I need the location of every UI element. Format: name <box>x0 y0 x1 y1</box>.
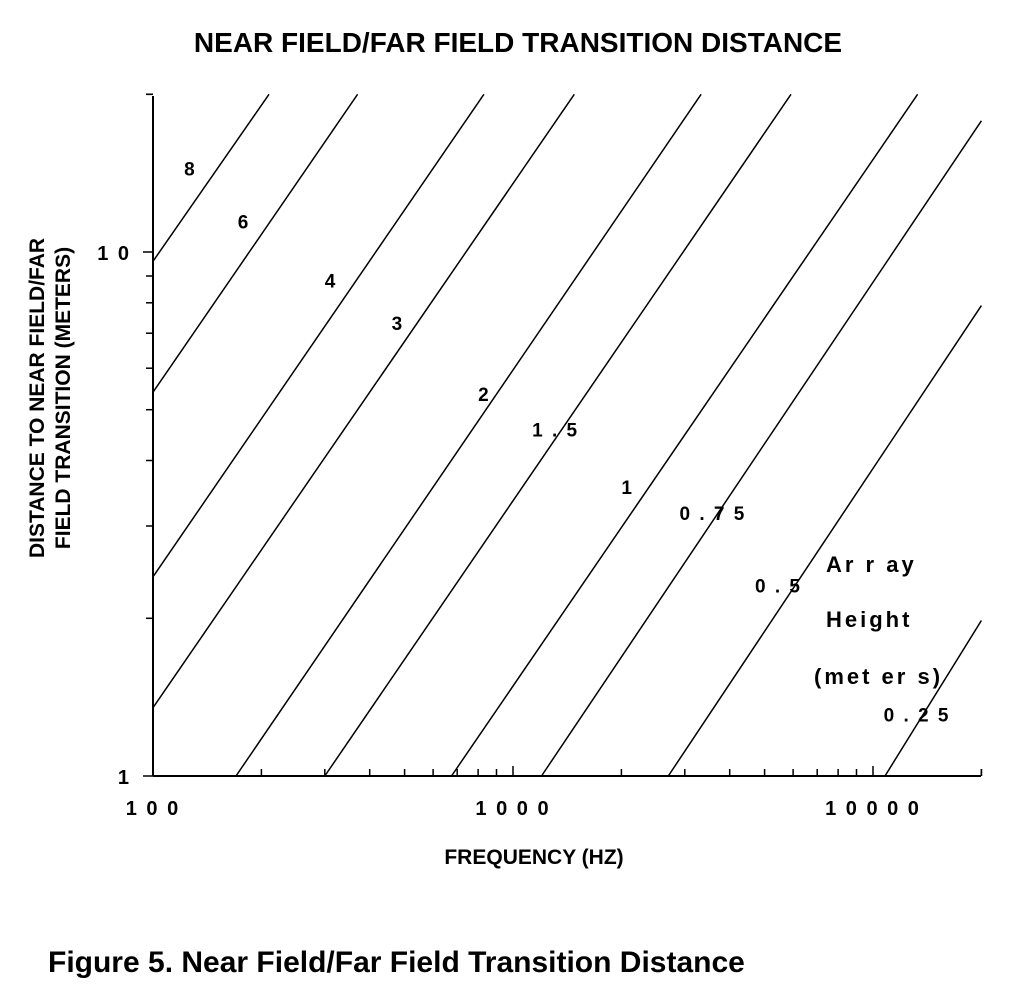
y-tick-label-0: 1 <box>118 767 131 789</box>
x-tick-label-2: 1 0 0 0 0 <box>825 798 921 820</box>
chart-title: NEAR FIELD/FAR FIELD TRANSITION DISTANCE <box>194 27 842 58</box>
series-label-5: 1 . 5 <box>532 420 579 441</box>
figure-caption: Figure 5. Near Field/Far Field Transitio… <box>48 946 745 979</box>
x-tick-labels: 1 0 0 1 0 0 0 1 0 0 0 0 <box>126 798 921 820</box>
legend-title-line-2: Height <box>826 607 912 632</box>
series-label-7: 0 . 7 5 <box>680 504 747 525</box>
legend-title-line-3: (met er s) <box>814 664 943 689</box>
y-tick-label-1: 1 0 <box>97 243 131 265</box>
series-label-1: 6 <box>238 212 251 233</box>
series-label-0: 8 <box>184 159 197 180</box>
x-axis-label: FREQUENCY (HZ) <box>444 846 623 869</box>
series-line-0 <box>152 93 270 262</box>
x-ticks <box>152 766 983 776</box>
series-line-7 <box>540 120 983 777</box>
series-label-4: 2 <box>478 385 491 406</box>
series-line-2 <box>152 93 485 578</box>
x-tick-label-0: 1 0 0 <box>126 798 180 820</box>
series-labels: 8 6 4 3 2 1 . 5 1 0 . 7 5 0 . 5 0 . 2 5 <box>184 159 951 727</box>
series-line-5 <box>324 93 792 777</box>
y-axis-label-line-1: DISTANCE TO NEAR FIELD/FAR <box>26 238 49 558</box>
series-line-3 <box>152 93 575 709</box>
legend-title: Ar r ay Height (met er s) <box>814 552 943 689</box>
series-line-9 <box>884 620 983 777</box>
series-label-9: 0 . 2 5 <box>884 706 951 727</box>
series-label-6: 1 <box>621 478 634 499</box>
series-label-2: 4 <box>325 272 338 293</box>
x-tick-label-1: 1 0 0 0 <box>475 798 550 820</box>
series-line-8 <box>667 305 983 777</box>
series-line-4 <box>235 93 702 777</box>
series-line-6 <box>450 93 919 777</box>
y-axis-label: DISTANCE TO NEAR FIELD/FAR FIELD TRANSIT… <box>26 238 75 558</box>
y-axis-label-line-2: FIELD TRANSITION (METERS) <box>52 247 75 549</box>
y-ticks <box>143 93 153 777</box>
y-tick-labels: 1 1 0 <box>97 243 131 789</box>
series-label-3: 3 <box>392 314 405 335</box>
legend-title-line-1: Ar r ay <box>826 552 917 577</box>
chart: NEAR FIELD/FAR FIELD TRANSITION DISTANCE… <box>26 27 983 869</box>
series-line-1 <box>152 93 359 393</box>
series-label-8: 0 . 5 <box>755 577 802 598</box>
plot-lines <box>152 93 983 777</box>
